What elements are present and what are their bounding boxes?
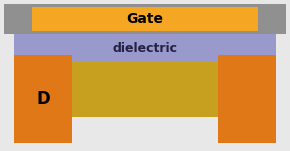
Text: dielectric: dielectric [113, 42, 177, 55]
Bar [4, 4, 286, 34]
Bar [14, 34, 276, 62]
Text: Gate: Gate [126, 12, 164, 26]
Bar [218, 55, 276, 143]
Text: S: S [241, 90, 253, 108]
Text: semiconductor: semiconductor [93, 84, 197, 96]
Bar [14, 55, 72, 143]
Bar [32, 7, 258, 31]
Bar [72, 62, 218, 117]
Text: D: D [36, 90, 50, 108]
